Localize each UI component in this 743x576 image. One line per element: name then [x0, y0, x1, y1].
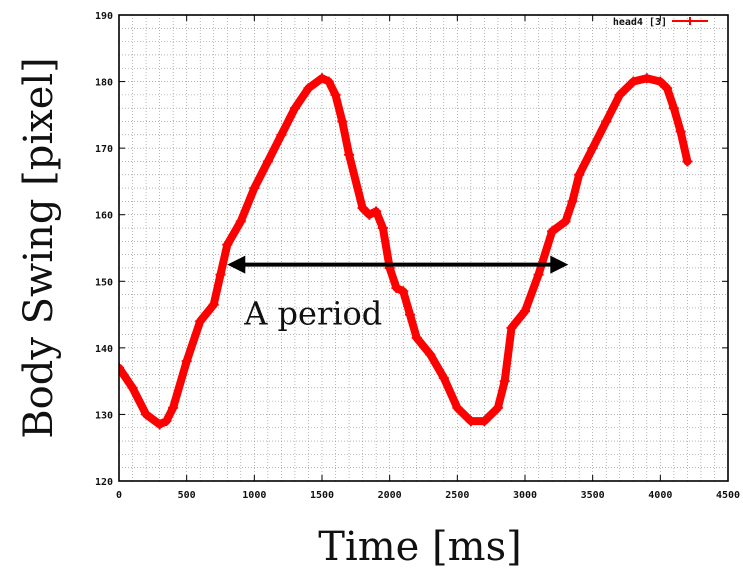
y-tick-label: 130: [95, 410, 113, 421]
grid: [119, 15, 728, 481]
data-point-marker: [499, 376, 510, 387]
data-point-marker: [465, 416, 476, 427]
data-point-marker: [560, 216, 571, 227]
y-tick-label: 120: [95, 477, 113, 488]
data-point-marker: [181, 356, 192, 367]
y-tick-label: 140: [95, 344, 113, 355]
data-point-marker: [398, 286, 409, 297]
data-point-marker: [641, 73, 652, 84]
data-point-marker: [208, 299, 219, 310]
data-point-marker: [303, 83, 314, 94]
legend-label: head4 [3]: [613, 17, 667, 28]
data-point-marker: [330, 89, 341, 100]
x-tick-label: 3000: [513, 490, 537, 501]
data-point-marker: [168, 402, 179, 413]
data-point-marker: [601, 116, 612, 127]
data-point-marker: [520, 306, 530, 317]
data-point-marker: [438, 372, 449, 383]
data-point-marker: [235, 216, 246, 227]
data-point-marker: [547, 226, 558, 237]
data-point-marker: [344, 149, 355, 160]
data-point-marker: [614, 89, 625, 100]
data-point-marker: [289, 103, 300, 114]
data-point-marker: [119, 362, 124, 373]
x-tick-label: 500: [178, 490, 196, 501]
data-point-marker: [222, 239, 233, 250]
data-point-marker: [154, 419, 165, 430]
x-tick-label: 2000: [378, 490, 402, 501]
period-arrow-head-left: [227, 255, 246, 274]
axis-ticks: 0 500 1000 1500 2000 2500 3000 3500 4000 4500 120 1…: [95, 11, 740, 501]
legend-marker-swatch: [686, 17, 694, 25]
x-tick-label: 4500: [716, 490, 740, 501]
data-point-marker: [492, 402, 503, 413]
x-tick-label: 2500: [445, 490, 469, 501]
data-point-marker: [506, 322, 517, 333]
data-point-marker: [371, 206, 382, 217]
legend: head4 [3]: [613, 17, 708, 28]
data-point-marker: [425, 349, 436, 360]
data-point-marker: [215, 269, 226, 280]
data-point-marker: [655, 76, 666, 87]
data-point-marker: [567, 196, 578, 207]
data-point-marker: [411, 332, 422, 343]
data-point-marker: [628, 76, 639, 87]
period-arrow-head-right: [550, 255, 569, 274]
series-group: [119, 73, 693, 430]
data-point-marker: [195, 316, 206, 327]
data-point-marker: [452, 402, 463, 413]
data-point-marker: [249, 183, 260, 194]
period-annotation: A period: [227, 255, 569, 333]
x-axis-label: Time [ms]: [318, 524, 521, 570]
data-point-marker: [404, 309, 415, 320]
data-point-marker: [391, 282, 402, 293]
data-point-marker: [574, 169, 585, 180]
x-tick-label: 1500: [310, 490, 334, 501]
data-point-marker: [127, 382, 138, 393]
data-point-marker: [161, 416, 172, 427]
data-point-marker: [668, 103, 679, 114]
data-point-marker: [262, 156, 273, 167]
x-tick-label: 1000: [242, 490, 266, 501]
data-point-marker: [317, 73, 327, 84]
data-point-marker: [587, 143, 598, 154]
data-point-marker: [357, 203, 368, 214]
y-tick-label: 190: [95, 11, 113, 22]
data-point-marker: [337, 116, 348, 127]
x-tick-label: 3500: [581, 490, 605, 501]
x-tick-label: 4000: [648, 490, 672, 501]
y-tick-label: 180: [95, 78, 113, 89]
y-axis-label: Body Swing [pixel]: [16, 57, 62, 439]
period-annotation-label: A period: [243, 295, 382, 333]
data-point-marker: [682, 156, 693, 167]
data-point-marker: [364, 209, 375, 220]
y-tick-label: 160: [95, 211, 113, 222]
data-point-marker: [276, 129, 287, 140]
x-tick-label: 0: [116, 490, 122, 501]
y-tick-label: 150: [95, 277, 113, 288]
data-point-marker: [675, 126, 686, 137]
data-point-marker: [479, 416, 490, 427]
data-point-marker: [533, 269, 544, 280]
plot-frame: [118, 14, 729, 482]
data-point-marker: [323, 76, 334, 87]
data-point-marker: [377, 223, 388, 234]
data-point-marker: [141, 409, 152, 420]
data-point-marker: [662, 83, 673, 94]
y-tick-label: 170: [95, 144, 113, 155]
